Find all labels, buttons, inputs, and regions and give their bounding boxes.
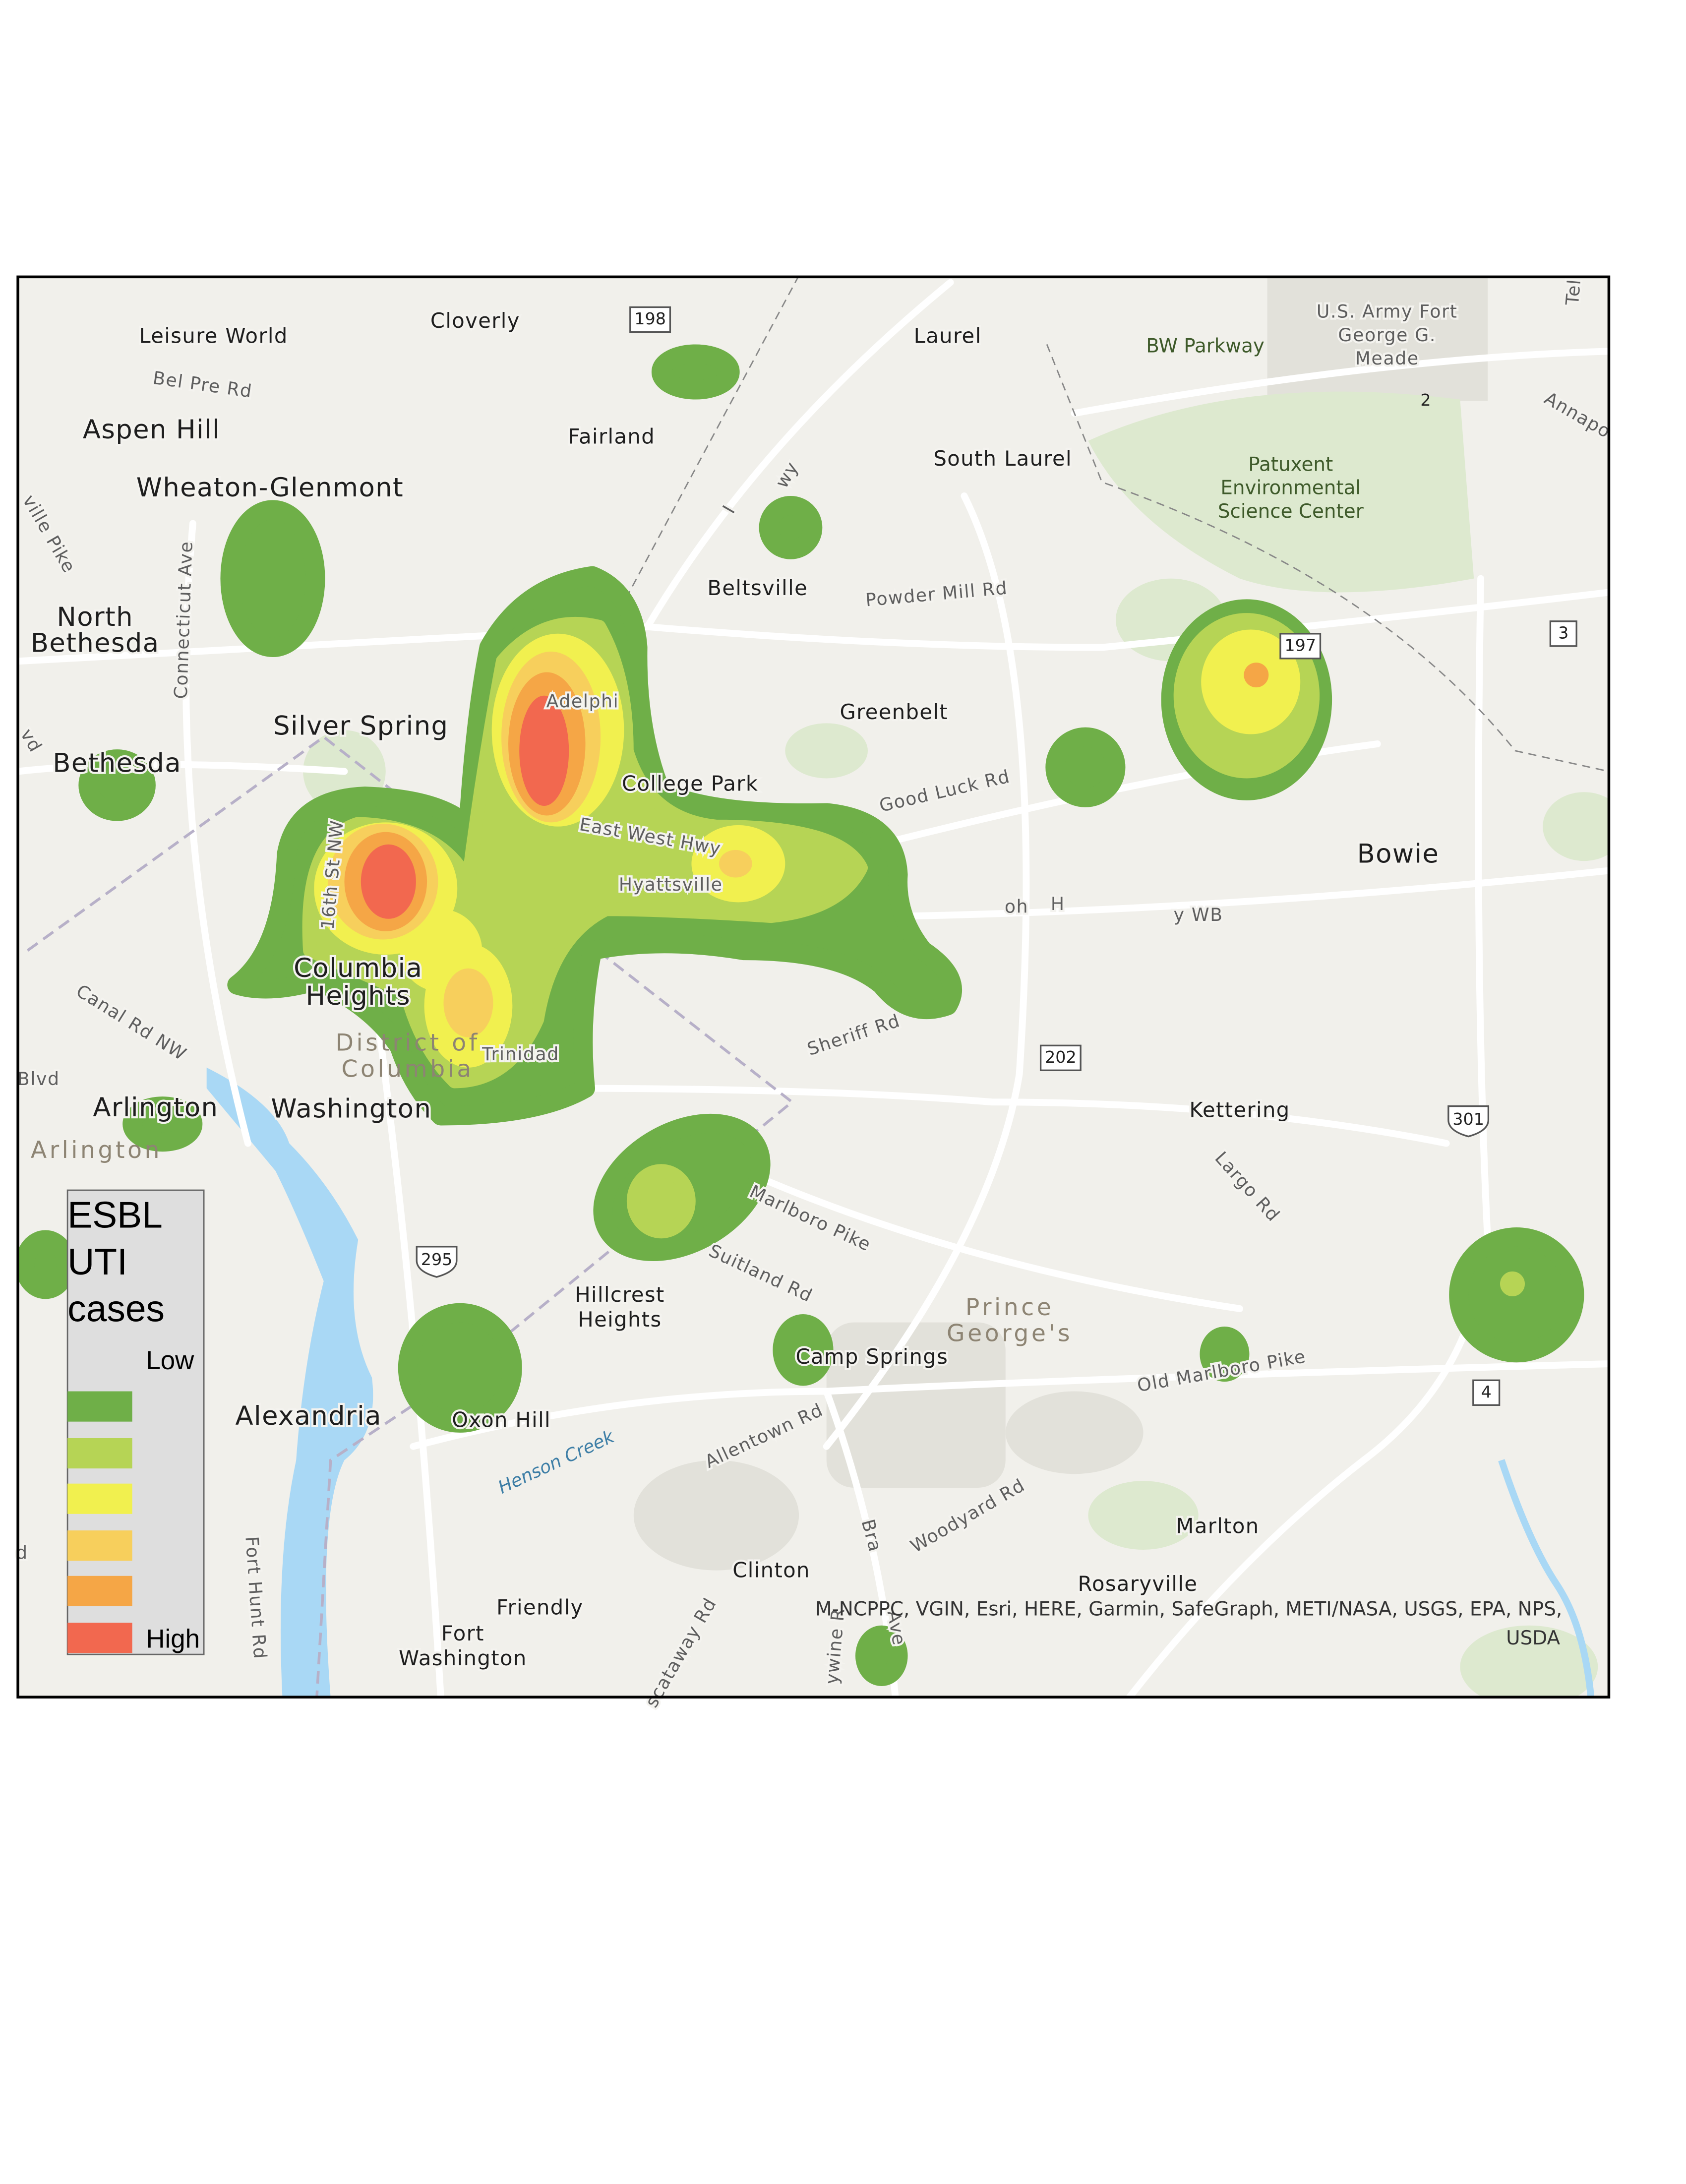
legend: ESBL UTI cases Low High [66, 1189, 205, 1655]
place-label: Camp Springs [795, 1344, 948, 1369]
place-label: Blvd [17, 1068, 60, 1090]
route-shield: 202 [1039, 1044, 1082, 1071]
legend-swatch [67, 1391, 132, 1422]
place-label: Greenbelt [840, 700, 948, 724]
place-label: Fort [441, 1621, 484, 1645]
place-label: y WB [1174, 904, 1223, 925]
shield-label: 4 [1481, 1382, 1492, 1401]
place-label: Science Center [1218, 500, 1364, 523]
place-label: North [57, 602, 133, 632]
place-label: Beltsville [707, 576, 808, 600]
legend-swatch [67, 1530, 132, 1561]
legend-high: High [146, 1624, 200, 1653]
place-label: Wheaton-Glenmont [136, 473, 404, 503]
shield-label: 198 [634, 309, 666, 328]
legend-swatch [67, 1576, 132, 1606]
shield-label: 301 [1452, 1109, 1484, 1129]
place-label: South Laurel [933, 446, 1072, 471]
place-label: Patuxent [1248, 453, 1333, 476]
route-shield: 3 [1549, 620, 1577, 647]
place-label: Tel [1562, 278, 1585, 306]
shield-label: 295 [421, 1250, 453, 1269]
place-label: Bethesda [31, 628, 160, 659]
legend-swatch [67, 1483, 132, 1514]
place-label: Trinidad [482, 1043, 559, 1065]
place-label: George's [947, 1320, 1073, 1347]
shield-label: 197 [1284, 635, 1316, 655]
place-label: Laurel [914, 324, 982, 348]
place-label: Arlington [93, 1092, 218, 1123]
place-label: Leisure World [139, 324, 288, 348]
shield-shape [1279, 633, 1322, 660]
place-label: Washington [271, 1094, 431, 1124]
legend-title: UTI [67, 1241, 127, 1282]
place-label: Alexandria [236, 1401, 382, 1431]
place-label: BW Parkway [1146, 335, 1264, 358]
place-label: District of [336, 1030, 480, 1057]
place-label: Arlington [31, 1137, 162, 1164]
shield-shape [1472, 1379, 1501, 1406]
route-shields: 198 197 3 2 202 301 295 4 [416, 306, 1577, 1406]
place-label: Heights [578, 1307, 662, 1332]
shield-shape [416, 1246, 458, 1278]
place-label: Fairland [568, 424, 655, 448]
place-label: Cloverly [430, 308, 520, 333]
place-label: Meade [1355, 348, 1419, 369]
legend-title: ESBL [67, 1194, 163, 1235]
place-label: George G. [1338, 324, 1436, 346]
heat-layer [18, 344, 1584, 1686]
shield-shape [1039, 1044, 1082, 1071]
place-label: Friendly [496, 1595, 583, 1619]
place-label: U.S. Army Fort [1317, 301, 1458, 322]
shield-label: 3 [1558, 623, 1568, 642]
map-frame [16, 275, 1611, 1699]
attribution: USDA [1506, 1627, 1560, 1649]
shield-label: 2 [1420, 390, 1431, 410]
route-shield: 301 [1447, 1105, 1490, 1138]
place-label: Columbia [342, 1055, 474, 1083]
place-label: Oxon Hill [452, 1408, 551, 1432]
place-label: oh [1005, 896, 1028, 917]
shield-shape [629, 306, 671, 333]
place-label: Heights [305, 981, 411, 1011]
place-label: Silver Spring [273, 711, 448, 741]
route-shield: 2 [1420, 390, 1431, 410]
place-label: Prince [965, 1294, 1054, 1321]
place-label: College Park [622, 771, 758, 795]
attribution: M-NCPPC, VGIN, Esri, HERE, Garmin, SafeG… [815, 1598, 1562, 1621]
place-label: H [1051, 893, 1065, 914]
place-label: Adelphi [546, 691, 619, 712]
place-label: Aspen Hill [83, 415, 220, 445]
place-label: Environmental [1220, 477, 1361, 499]
shield-shape [1549, 620, 1577, 647]
place-label: Columbia [294, 953, 422, 983]
place-label: Hillcrest [575, 1282, 664, 1307]
legend-swatch [67, 1623, 132, 1653]
legend-title: cases [67, 1287, 165, 1329]
place-label: Clinton [732, 1558, 810, 1582]
place-label: Washington [399, 1646, 527, 1670]
route-shield: 4 [1472, 1379, 1501, 1406]
legend-low: Low [146, 1346, 194, 1375]
legend-swatch [67, 1438, 132, 1469]
place-label: Bethesda [53, 748, 181, 778]
place-label: Hyattsville [619, 874, 723, 895]
place-label: Marlton [1176, 1514, 1259, 1538]
place-label: Kettering [1189, 1098, 1290, 1122]
shield-shape [1447, 1105, 1490, 1138]
place-label: Rosaryville [1078, 1572, 1198, 1596]
route-shield: 198 [629, 306, 671, 333]
route-shield: 197 [1279, 633, 1322, 660]
shield-label: 202 [1045, 1047, 1077, 1067]
place-label: Bowie [1357, 839, 1440, 869]
route-shield: 295 [416, 1246, 458, 1278]
